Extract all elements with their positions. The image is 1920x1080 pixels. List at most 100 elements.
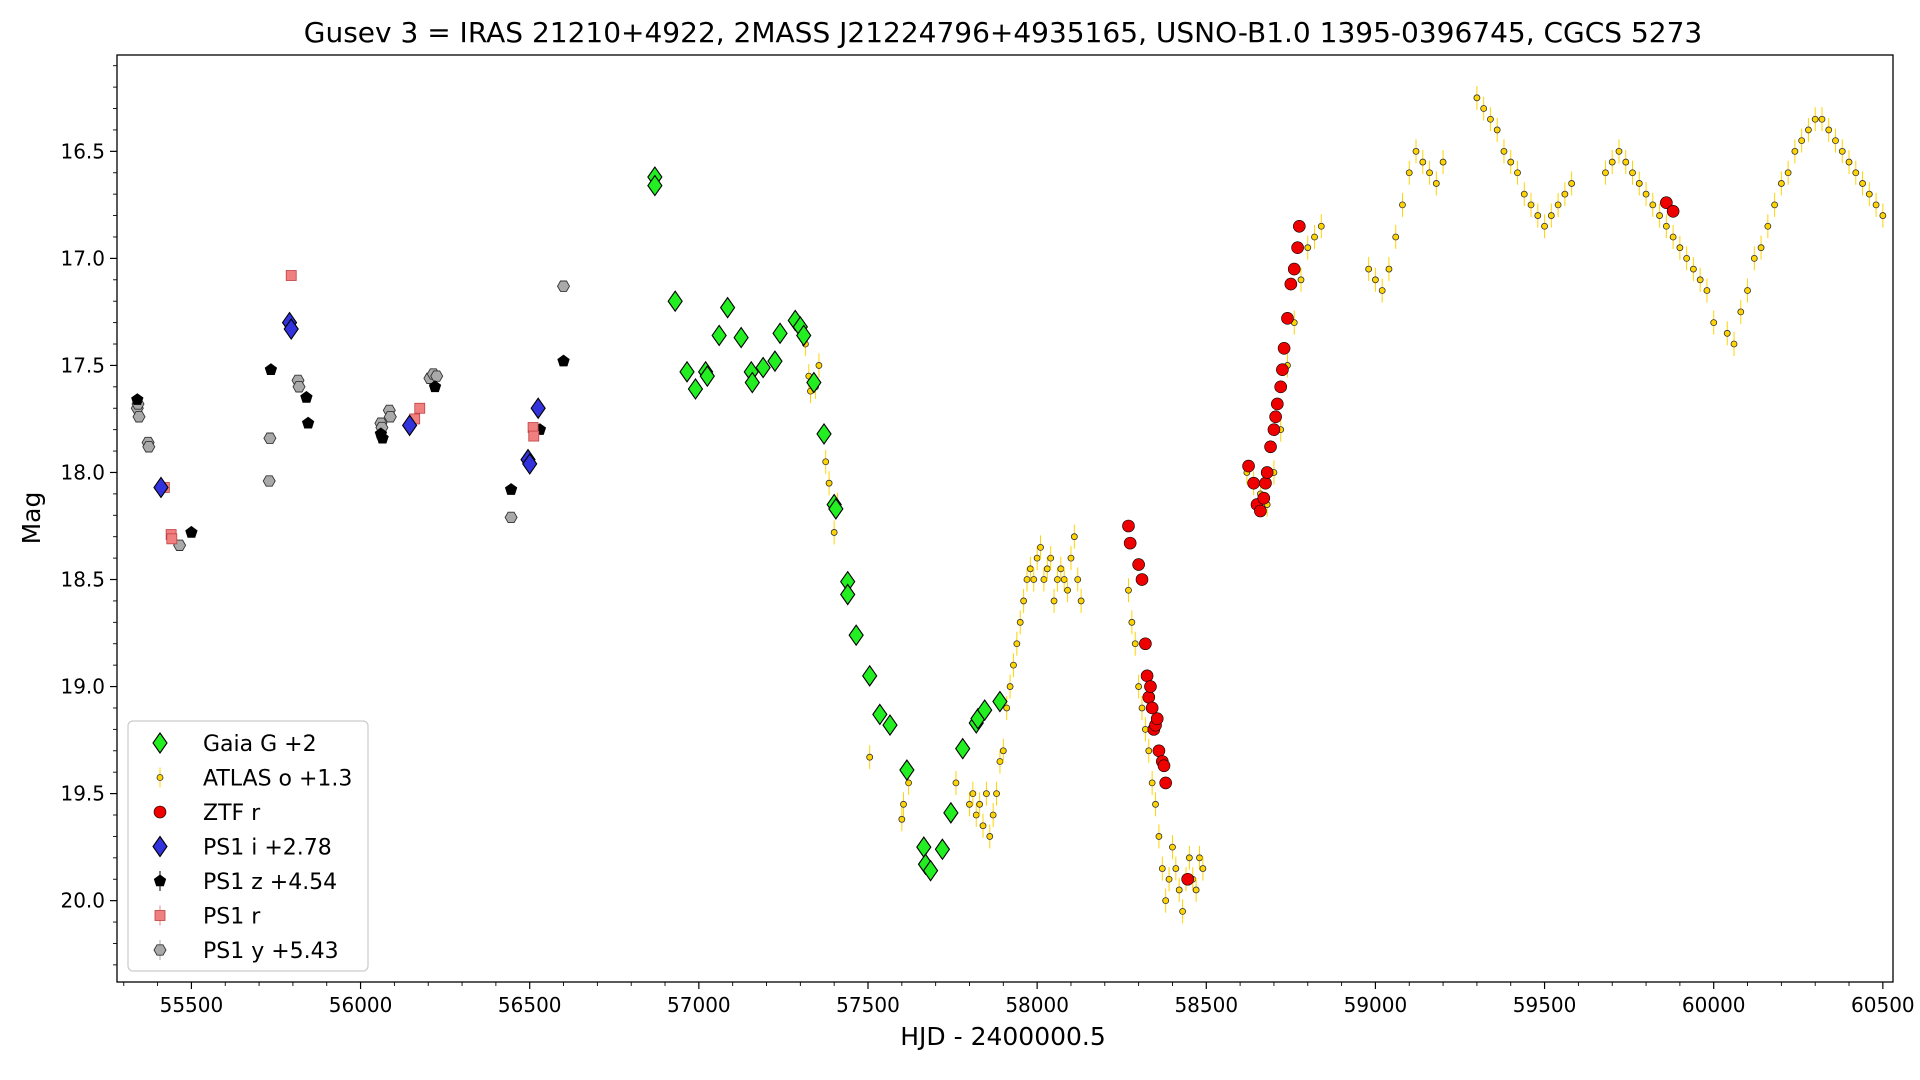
x-axis-label: HJD - 2400000.5: [900, 1022, 1106, 1051]
atlas-o-1-3-point: [1480, 105, 1488, 112]
atlas-o-1-3-point: [993, 790, 1000, 798]
ps1-i-2-78-point: [530, 397, 546, 420]
atlas-o-1-3-point: [1473, 94, 1481, 102]
ztf-r-point: [1254, 504, 1267, 518]
atlas-o-1-3-point: [976, 800, 984, 808]
y-axis-label: Mag: [17, 492, 46, 545]
legend-marker-gaia-g-2: [152, 732, 168, 754]
atlas-o-1-3-point: [1500, 147, 1508, 155]
ps1-y-5-43-point: [430, 370, 444, 382]
atlas-o-1-3-point: [1003, 704, 1011, 712]
ps1-z-4-54-point: [300, 391, 313, 403]
atlas-o-1-3-point: [1172, 865, 1180, 872]
atlas-o-1-3-point: [1669, 233, 1677, 241]
atlas-o-1-3-point: [1615, 147, 1623, 155]
atlas-o-1-3-point: [1622, 158, 1630, 166]
ztf-r-point: [1660, 196, 1673, 210]
legend-label-gaia-g-2: Gaia G +2: [203, 732, 317, 757]
atlas-o-1-3-point: [969, 790, 977, 798]
atlas-o-1-3-point: [982, 790, 990, 798]
atlas-o-1-3-point: [1138, 704, 1146, 712]
atlas-o-1-3-point: [966, 800, 973, 808]
atlas-o-1-3-point: [1541, 222, 1548, 230]
x-tick-label: 59500: [1513, 993, 1577, 1017]
atlas-o-1-3-point: [1561, 190, 1569, 198]
legend-marker-ps1-i-2-78: [152, 835, 168, 858]
gaia-g-2-point: [848, 624, 864, 647]
atlas-o-1-3-point: [1757, 244, 1765, 252]
atlas-o-1-3-point: [1811, 115, 1819, 123]
atlas-o-1-3-point: [972, 811, 980, 819]
ps1-y-5-43-point: [262, 475, 276, 487]
gaia-g-2-point: [934, 838, 951, 861]
x-tick-label: 58500: [1174, 993, 1238, 1017]
ps1-r-point: [285, 270, 297, 281]
atlas-o-1-3-point: [1070, 533, 1078, 541]
ps1-z-4-54-point: [301, 416, 315, 429]
ztf-r-point: [1159, 776, 1172, 790]
atlas-o-1-3-point: [986, 833, 994, 840]
atlas-o-1-3-point: [1602, 169, 1609, 177]
x-tick-label: 58000: [1005, 993, 1069, 1017]
legend-marker-ps1-r: [154, 910, 166, 921]
ztf-r-point: [1276, 363, 1289, 377]
y-tick-label: 18.0: [60, 460, 105, 484]
ztf-r-point: [1144, 680, 1157, 693]
atlas-o-1-3-point: [1527, 201, 1535, 209]
legend: Gaia G +2 ATLAS o +1.3 ZTF r PS1 i +2.78 PS1…: [127, 720, 369, 972]
atlas-o-1-3-point: [1175, 886, 1183, 894]
ztf-r-point: [1293, 219, 1306, 233]
atlas-o-1-3-point: [1547, 212, 1555, 219]
atlas-o-1-3-point: [1629, 169, 1636, 177]
atlas-o-1-3-point: [1196, 854, 1203, 862]
atlas-o-1-3-point: [1568, 180, 1576, 187]
atlas-o-1-3-point: [1037, 544, 1044, 551]
ps1-i-2-78-point: [401, 414, 418, 437]
atlas-o-1-3-point: [1798, 137, 1806, 145]
ps1-z-4-54-point: [428, 380, 442, 393]
ztf-r-point: [1150, 712, 1164, 725]
atlas-o-1-3-point: [1013, 640, 1021, 648]
legend-marker-ps1-z-4-54: [153, 874, 167, 887]
gaia-g-2-point: [840, 583, 856, 606]
y-tick-label: 19.5: [60, 782, 105, 806]
atlas-o-1-3-point: [1152, 800, 1159, 808]
y-tick-label: 20.0: [60, 889, 105, 913]
atlas-o-1-3-point: [989, 811, 997, 819]
atlas-o-1-3-point: [1050, 597, 1058, 605]
x-tick-label: 60000: [1682, 993, 1746, 1017]
ps1-y-5-43-point: [383, 411, 397, 423]
ps1-z-4-54-point: [557, 354, 570, 367]
ztf-r-point: [1257, 491, 1271, 505]
atlas-o-1-3-point: [1879, 212, 1887, 219]
atlas-o-1-3-point: [905, 779, 912, 787]
ps1-z-4-54-point: [131, 393, 144, 405]
atlas-o-1-3-point: [1158, 865, 1166, 872]
atlas-o-1-3-point: [1074, 576, 1082, 583]
atlas-o-1-3-point: [1554, 201, 1562, 209]
gaia-g-2-point: [806, 371, 822, 394]
legend-marker-ps1-y-5-43: [153, 944, 167, 956]
atlas-o-1-3-point: [1744, 287, 1751, 294]
ps1-y-5-43-point: [132, 411, 146, 423]
atlas-o-1-3-point: [1010, 661, 1017, 669]
ztf-r-point: [1181, 872, 1194, 886]
gaia-g-2-point: [699, 365, 715, 388]
ztf-r-point: [1122, 519, 1135, 533]
atlas-o-1-3-point: [1145, 747, 1153, 755]
atlas-o-1-3-point: [1683, 254, 1691, 262]
gaia-g-2-point: [755, 356, 771, 379]
ztf-r-point: [1247, 476, 1260, 490]
legend-box: [127, 720, 369, 972]
x-tick-label: 57000: [667, 993, 731, 1017]
gaia-g-2-point: [744, 371, 760, 394]
legend-label-ps1-r: PS1 r: [203, 905, 261, 930]
atlas-o-1-3-point: [1825, 126, 1833, 134]
atlas-o-1-3-point: [898, 815, 906, 823]
x-tick-label: 56000: [329, 993, 393, 1017]
axis-ticks: 55500 56000 56500 57000 57500 58000 58500 59000…: [60, 65, 1915, 1017]
gaia-g-2-point: [816, 422, 832, 445]
ps1-i-2-78-point: [283, 318, 299, 340]
atlas-o-1-3-point: [1064, 586, 1071, 594]
x-tick-label: 55500: [160, 993, 224, 1017]
